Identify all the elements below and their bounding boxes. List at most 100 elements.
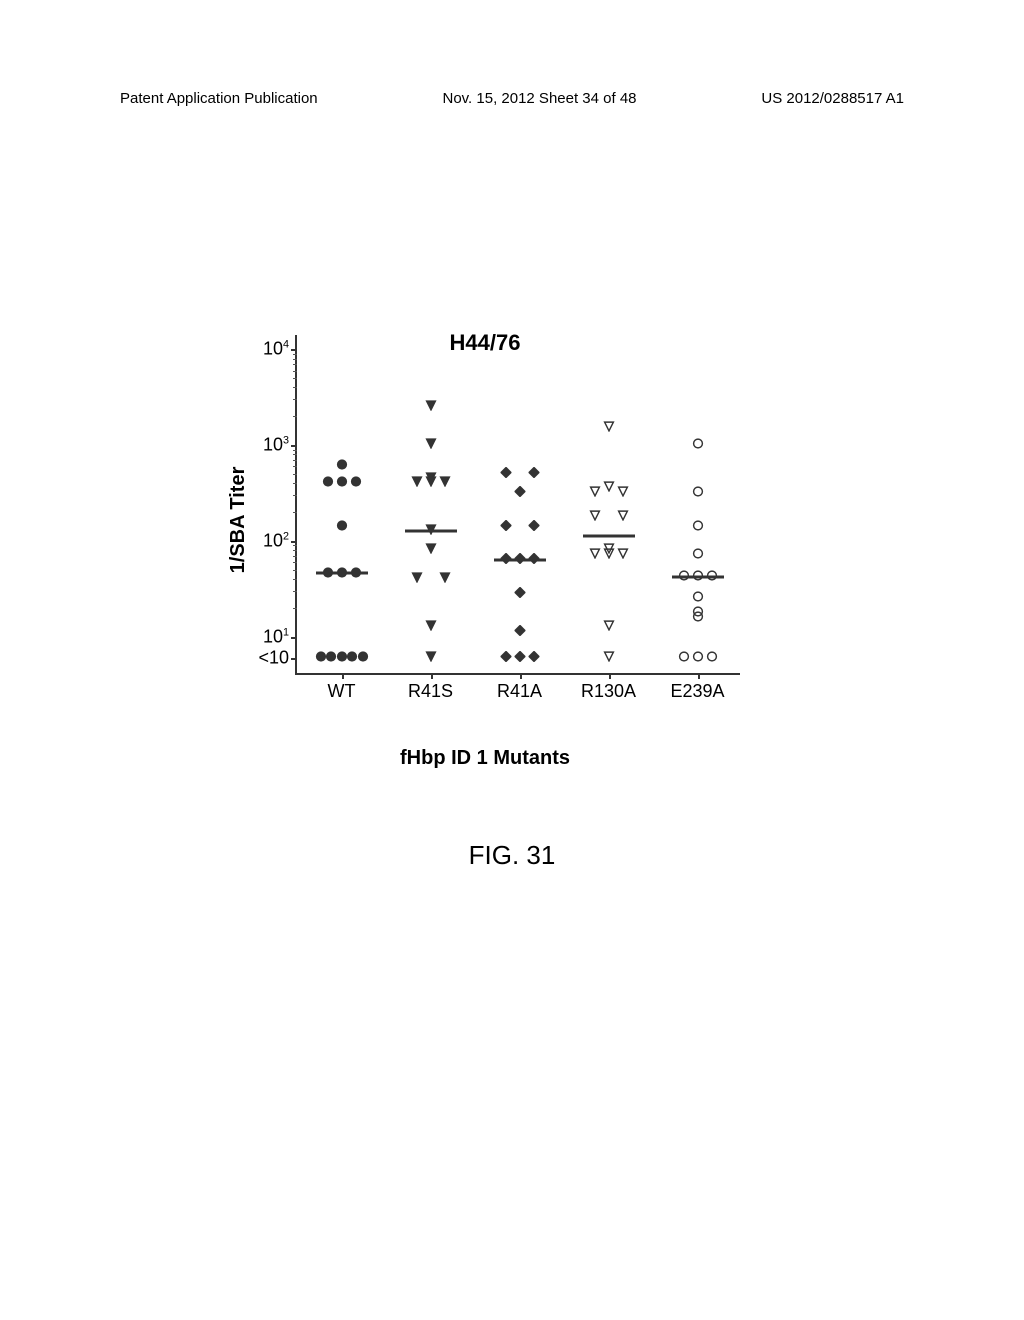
y-tick-minor: [293, 371, 297, 372]
data-point: [514, 623, 525, 641]
x-tick: [520, 673, 522, 679]
y-tick-minor: [293, 556, 297, 557]
header-right: US 2012/0288517 A1: [761, 90, 904, 107]
y-tick-minor: [293, 460, 297, 461]
data-point: [692, 609, 703, 627]
data-point: [603, 479, 614, 497]
median-line: [316, 572, 368, 575]
data-point: [347, 649, 358, 667]
y-tick-minor: [293, 579, 297, 580]
y-tick-label: 104: [263, 339, 289, 360]
data-point: [603, 419, 614, 437]
y-tick-minor: [293, 399, 297, 400]
data-point: [500, 465, 511, 483]
x-tick-label: R41A: [497, 681, 542, 702]
y-tick-label: 102: [263, 530, 289, 551]
data-point: [692, 518, 703, 536]
data-point: [411, 570, 422, 588]
y-tick-minor: [293, 570, 297, 571]
data-point: [425, 436, 436, 454]
y-tick-minor: [293, 512, 297, 513]
data-point: [589, 484, 600, 502]
data-point: [439, 474, 450, 492]
data-point: [336, 518, 347, 536]
y-tick: [291, 445, 297, 447]
data-point: [528, 518, 539, 536]
data-point: [425, 649, 436, 667]
y-tick-minor: [293, 359, 297, 360]
y-tick-label: 103: [263, 435, 289, 456]
plot-area: 104103102101<10WTR41SR41AR130AE239A: [295, 335, 740, 675]
data-point: [326, 649, 337, 667]
data-point: [692, 546, 703, 564]
y-tick-minor: [293, 450, 297, 451]
y-tick-minor: [293, 474, 297, 475]
y-tick-minor: [293, 591, 297, 592]
data-point: [603, 649, 614, 667]
data-point: [617, 484, 628, 502]
data-point: [500, 649, 511, 667]
data-point: [514, 585, 525, 603]
data-point: [692, 649, 703, 667]
x-tick-label: R130A: [581, 681, 636, 702]
y-tick-minor: [293, 354, 297, 355]
x-tick-label: WT: [328, 681, 356, 702]
header-center: Nov. 15, 2012 Sheet 34 of 48: [442, 90, 636, 107]
y-tick: [291, 349, 297, 351]
y-tick-minor: [293, 416, 297, 417]
data-point: [692, 436, 703, 454]
data-point: [350, 474, 361, 492]
y-tick-label: <10: [258, 647, 289, 668]
header-left: Patent Application Publication: [120, 90, 318, 107]
data-point: [336, 649, 347, 667]
y-tick-label: 101: [263, 626, 289, 647]
figure-label: FIG. 31: [469, 840, 556, 871]
y-tick-minor: [293, 483, 297, 484]
x-tick: [431, 673, 433, 679]
y-tick-minor: [293, 378, 297, 379]
data-point: [425, 618, 436, 636]
data-point: [617, 508, 628, 526]
data-point: [336, 474, 347, 492]
data-point: [357, 649, 368, 667]
median-line: [672, 576, 724, 579]
data-point: [514, 649, 525, 667]
x-tick: [342, 673, 344, 679]
data-point: [500, 518, 511, 536]
data-point: [706, 649, 717, 667]
data-point: [514, 484, 525, 502]
data-point: [425, 474, 436, 492]
data-point: [589, 508, 600, 526]
median-line: [494, 559, 546, 562]
y-tick-minor: [293, 550, 297, 551]
x-axis-label: fHbp ID 1 Mutants: [400, 747, 570, 770]
x-tick: [698, 673, 700, 679]
data-point: [678, 649, 689, 667]
data-point: [425, 398, 436, 416]
y-tick-minor: [293, 495, 297, 496]
data-point: [603, 546, 614, 564]
x-tick-label: E239A: [670, 681, 724, 702]
data-point: [692, 484, 703, 502]
data-point: [528, 465, 539, 483]
data-point: [603, 618, 614, 636]
data-point: [528, 649, 539, 667]
data-point: [322, 474, 333, 492]
y-tick-minor: [293, 364, 297, 365]
y-tick-minor: [293, 545, 297, 546]
median-line: [583, 535, 635, 538]
y-tick: [291, 637, 297, 639]
y-tick: [291, 541, 297, 543]
data-point: [411, 474, 422, 492]
median-line: [405, 530, 457, 533]
data-point: [617, 546, 628, 564]
y-axis-label: 1/SBA Titer: [227, 467, 250, 574]
y-tick-minor: [293, 466, 297, 467]
page-header: Patent Application Publication Nov. 15, …: [0, 90, 1024, 107]
y-tick-minor: [293, 454, 297, 455]
y-tick-minor: [293, 608, 297, 609]
data-point: [589, 546, 600, 564]
scatter-chart: H44/76 1/SBA Titer 104103102101<10WTR41S…: [220, 330, 750, 710]
data-point: [315, 649, 326, 667]
y-tick-minor: [293, 562, 297, 563]
